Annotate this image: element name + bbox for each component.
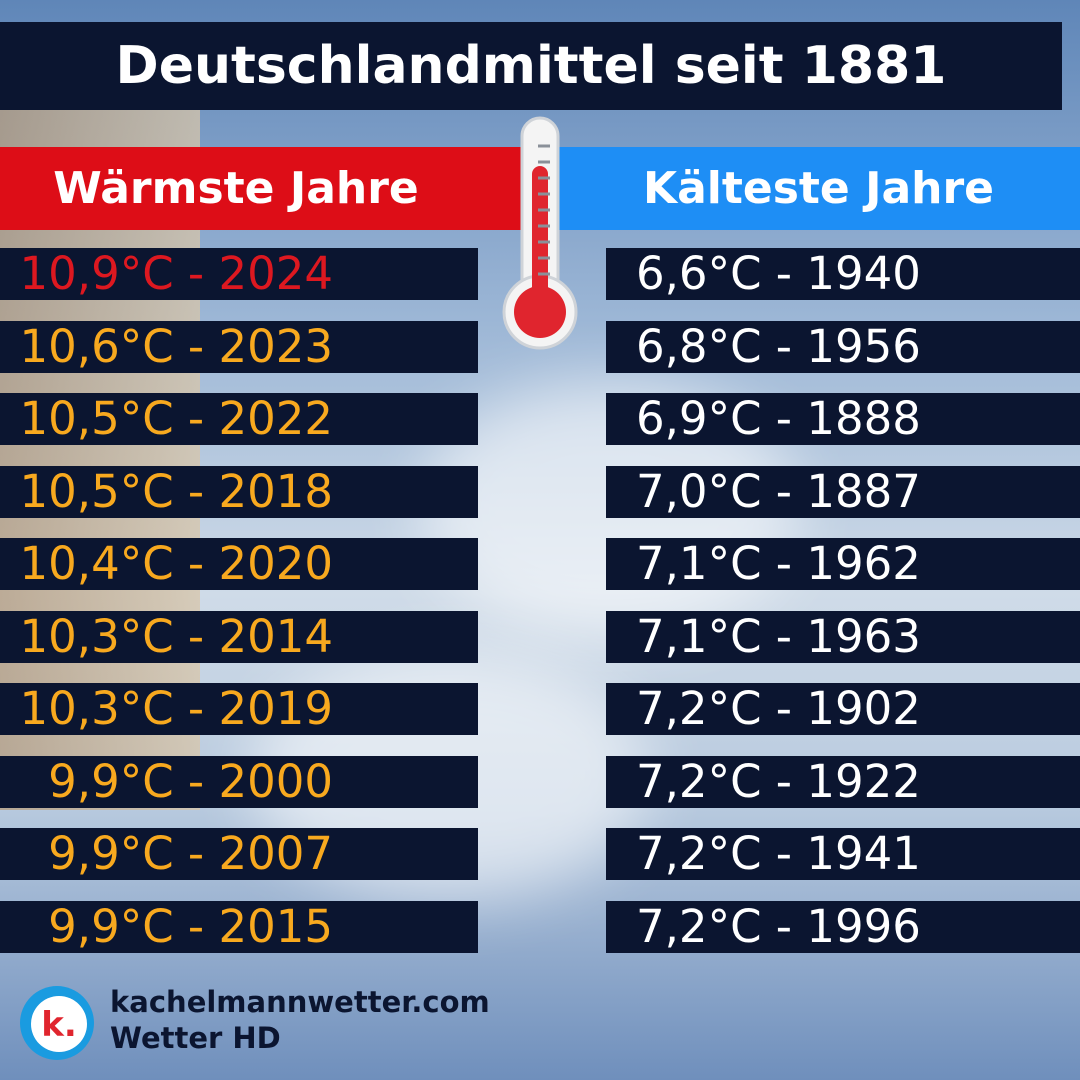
warm-row: 10,9°C - 2024 bbox=[0, 248, 478, 300]
warm-entry: 9,9°C - 2000 bbox=[48, 754, 333, 808]
warm-row: 10,3°C - 2014 bbox=[0, 609, 478, 663]
warm-entry: 10,5°C - 2018 bbox=[19, 464, 333, 518]
warm-entry: 9,9°C - 2015 bbox=[48, 899, 333, 953]
warm-entry: 9,9°C - 2007 bbox=[48, 827, 333, 880]
brand-url: kachelmannwetter.com bbox=[110, 985, 490, 1019]
cold-entry: 7,1°C - 1962 bbox=[606, 538, 1080, 590]
cold-entry: 7,2°C - 1996 bbox=[606, 900, 1080, 953]
warm-entry: 10,6°C - 2023 bbox=[19, 319, 333, 373]
brand-product: Wetter HD bbox=[110, 1021, 281, 1055]
warm-row: 10,5°C - 2018 bbox=[0, 464, 478, 518]
warm-row: 9,9°C - 2000 bbox=[0, 754, 478, 808]
cold-entry: 7,0°C - 1887 bbox=[606, 465, 1080, 518]
cold-entry: 6,6°C - 1940 bbox=[606, 248, 1080, 300]
cold-entry: 7,2°C - 1902 bbox=[606, 683, 1080, 735]
warm-row: 10,5°C - 2022 bbox=[0, 393, 478, 445]
warm-row: 10,3°C - 2019 bbox=[0, 683, 478, 735]
warm-row: 10,6°C - 2023 bbox=[0, 319, 478, 373]
cold-entry: 7,2°C - 1922 bbox=[606, 755, 1080, 808]
warm-entry: 10,9°C - 2024 bbox=[19, 247, 333, 300]
warm-entry: 10,4°C - 2020 bbox=[19, 537, 333, 590]
cold-header: Kälteste Jahre bbox=[557, 147, 1080, 230]
cold-entry: 6,8°C - 1956 bbox=[606, 320, 1080, 373]
warm-entry: 10,5°C - 2022 bbox=[19, 392, 333, 445]
title: Deutschlandmittel seit 1881 bbox=[0, 22, 1062, 110]
warm-entry: 10,3°C - 2019 bbox=[19, 682, 333, 735]
warm-row: 9,9°C - 2007 bbox=[0, 828, 478, 880]
logo: k. bbox=[20, 986, 94, 1060]
svg-text:k.: k. bbox=[41, 1005, 77, 1045]
cold-entry: 7,2°C - 1941 bbox=[606, 828, 1080, 880]
warm-header: Wärmste Jahre bbox=[0, 147, 522, 230]
cold-entry: 7,1°C - 1963 bbox=[606, 610, 1080, 663]
warm-row: 10,4°C - 2020 bbox=[0, 538, 478, 590]
brand: kachelmannwetter.com Wetter HD bbox=[110, 984, 490, 1056]
cold-entry: 6,9°C - 1888 bbox=[606, 393, 1080, 445]
warm-row: 9,9°C - 2015 bbox=[0, 899, 478, 953]
warm-entry: 10,3°C - 2014 bbox=[19, 609, 333, 663]
thermometer bbox=[502, 116, 578, 350]
